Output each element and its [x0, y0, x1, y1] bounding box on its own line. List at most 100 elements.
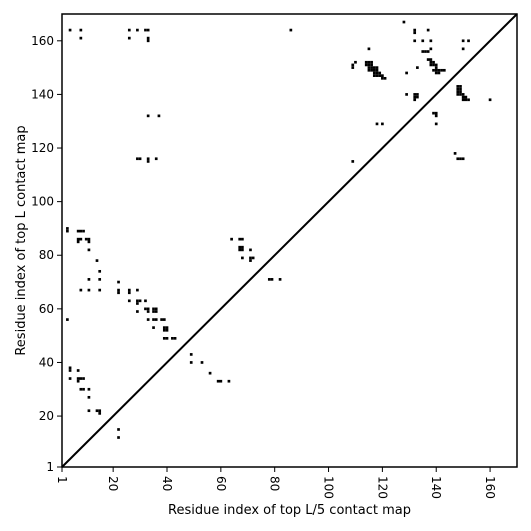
- contact-point: [456, 90, 460, 94]
- contact-point: [461, 95, 465, 99]
- x-tick-label: 20: [106, 476, 120, 491]
- x-tick-label: 140: [429, 476, 443, 499]
- contact-point: [488, 98, 492, 102]
- contact-point: [144, 28, 147, 32]
- contact-point: [98, 409, 102, 413]
- y-tick-label: 20: [39, 409, 54, 423]
- contact-point: [79, 377, 83, 380]
- contact-point: [459, 157, 462, 161]
- contact-point: [461, 47, 465, 51]
- contact-point: [154, 310, 158, 313]
- contact-point: [79, 28, 83, 32]
- contact-point: [378, 74, 382, 77]
- contact-point: [87, 395, 91, 399]
- contact-point: [95, 259, 99, 262]
- contact-point: [82, 229, 85, 233]
- contact-point: [165, 328, 169, 332]
- contact-point: [416, 93, 419, 96]
- x-tick-label: 100: [322, 476, 336, 499]
- contact-point: [424, 50, 427, 53]
- contact-point: [278, 278, 282, 281]
- contact-point: [79, 237, 83, 241]
- y-tick-label: 80: [39, 248, 54, 262]
- contact-point: [68, 377, 72, 380]
- x-tick-label: 120: [375, 476, 389, 499]
- contact-point: [370, 66, 373, 69]
- y-tick-label: 40: [39, 355, 54, 369]
- x-tick-label: 60: [214, 476, 228, 491]
- contact-point: [405, 93, 408, 96]
- contact-point: [249, 259, 252, 262]
- contact-point: [426, 50, 430, 53]
- x-tick-label: 1: [55, 476, 69, 484]
- contact-point: [76, 240, 80, 244]
- y-tick-label: 60: [39, 302, 54, 316]
- contact-point: [461, 93, 465, 96]
- contact-point: [144, 307, 147, 311]
- contact-point: [152, 310, 155, 313]
- contact-point: [154, 157, 158, 161]
- x-tick-label: 40: [160, 476, 174, 491]
- contact-point: [372, 66, 376, 69]
- contact-point: [459, 87, 462, 91]
- contact-point: [127, 291, 131, 295]
- contact-point: [434, 68, 438, 72]
- contact-point: [381, 122, 384, 126]
- contact-point: [405, 71, 408, 75]
- contact-point: [79, 387, 83, 391]
- contact-point: [289, 28, 293, 32]
- contact-point: [437, 68, 441, 72]
- contact-point: [459, 90, 462, 94]
- contact-point: [459, 93, 462, 96]
- contact-point: [82, 377, 85, 380]
- contact-point: [381, 76, 384, 80]
- contact-point: [437, 71, 441, 75]
- contact-point: [434, 114, 438, 118]
- contact-point: [372, 74, 376, 77]
- contact-point: [456, 157, 460, 161]
- contact-point: [364, 63, 368, 67]
- contact-point: [230, 237, 233, 241]
- y-axis-label: Residue index of top L contact map: [14, 125, 29, 355]
- contact-point: [87, 278, 91, 281]
- contact-point: [189, 353, 193, 356]
- contact-point: [76, 377, 80, 380]
- x-tick-label: 80: [268, 476, 282, 491]
- contact-point: [98, 278, 102, 281]
- contact-point: [127, 299, 131, 303]
- contact-point: [241, 256, 244, 260]
- contact-point: [154, 307, 158, 311]
- contact-point: [189, 361, 193, 364]
- contact-point: [375, 122, 379, 126]
- contact-point: [367, 47, 371, 51]
- x-axis-label: Residue index of top L/5 contact map: [168, 503, 411, 518]
- contact-point: [87, 387, 91, 391]
- contact-point: [351, 66, 355, 69]
- contact-point: [171, 337, 174, 340]
- contact-point: [98, 288, 102, 292]
- contact-point: [375, 71, 379, 75]
- contact-point: [456, 85, 460, 88]
- contact-point: [383, 76, 387, 80]
- contact-point: [138, 157, 142, 161]
- y-tick-label: 160: [31, 34, 54, 48]
- y-tick-label: 140: [31, 87, 54, 101]
- plot-frame: [61, 13, 518, 468]
- contact-point: [370, 60, 373, 64]
- contact-point: [117, 428, 120, 431]
- contact-point: [162, 326, 166, 329]
- contact-point: [98, 269, 102, 273]
- contact-point: [413, 31, 417, 35]
- contact-point: [152, 318, 155, 321]
- contact-point: [416, 66, 419, 69]
- contact-point: [146, 307, 150, 311]
- contact-point: [136, 157, 139, 161]
- contact-point: [136, 28, 139, 32]
- contact-point: [467, 98, 470, 102]
- contact-point: [429, 39, 433, 43]
- contact-point: [136, 299, 139, 303]
- contact-point: [381, 74, 384, 77]
- contact-point: [241, 237, 244, 241]
- contact-point: [117, 280, 120, 284]
- contact-point: [241, 248, 244, 252]
